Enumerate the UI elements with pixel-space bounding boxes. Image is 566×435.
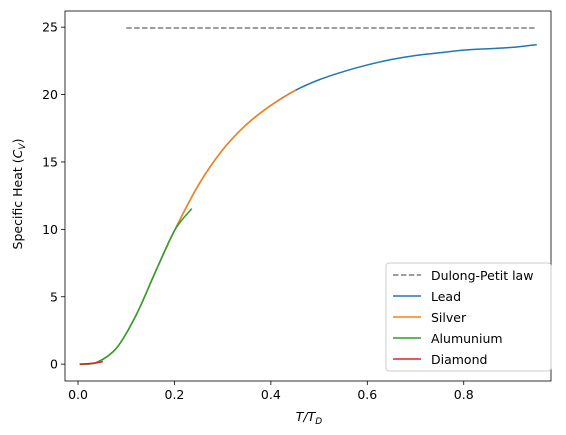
legend-label-alumunium: Alumunium — [431, 331, 503, 346]
legend-label-lead: Lead — [431, 289, 461, 304]
x-tick-label: 0.8 — [454, 387, 474, 402]
y-tick-label: 10 — [42, 222, 58, 237]
x-tick-label: 0.6 — [357, 387, 377, 402]
legend-label-dulong-petit: Dulong-Petit law — [431, 268, 533, 283]
y-tick-label: 20 — [42, 87, 58, 102]
legend-label-diamond: Diamond — [431, 352, 487, 367]
y-tick-label: 5 — [50, 289, 58, 304]
legend-label-silver: Silver — [431, 310, 467, 325]
x-tick-label: 0.4 — [261, 387, 281, 402]
x-tick-label: 0.0 — [68, 387, 88, 402]
x-tick-label: 0.2 — [165, 387, 185, 402]
y-tick-label: 15 — [42, 154, 58, 169]
legend: Dulong-Petit law Lead Silver Alumunium D… — [386, 263, 551, 371]
y-tick-label: 25 — [42, 20, 58, 35]
y-tick-label: 0 — [50, 357, 58, 372]
